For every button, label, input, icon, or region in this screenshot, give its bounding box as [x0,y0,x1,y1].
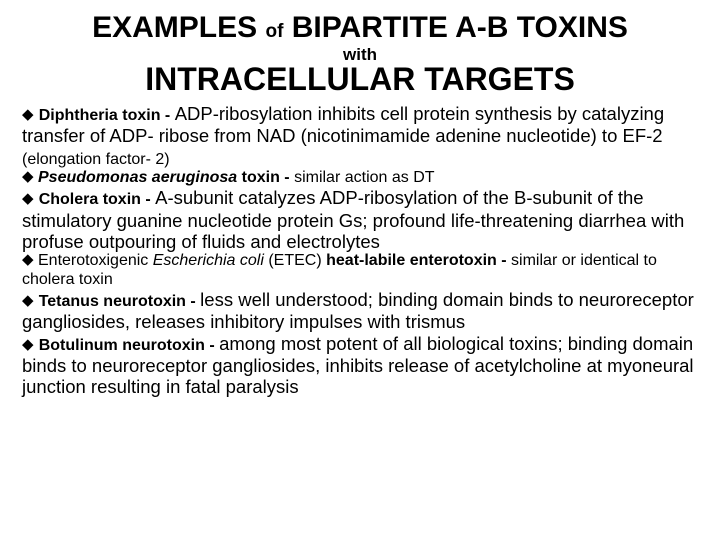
entry-diphtheria: ◆ Diphtheria toxin - ADP-ribosylation in… [22,103,698,169]
title-line-2: INTRACELLULAR TARGETS [22,63,698,97]
entry-name: Botulinum neurotoxin - [39,337,219,354]
title-of: of [265,21,283,42]
entry-name-italic: Pseudomonas aeruginosa [38,169,237,186]
slide: EXAMPLES of BIPARTITE A-B TOXINS with IN… [0,0,720,540]
title-line-1: EXAMPLES of BIPARTITE A-B TOXINS [22,12,698,44]
entry-pseudomonas: ◆ Pseudomonas aeruginosa toxin - similar… [22,169,698,187]
entry-name: Diphtheria toxin - [39,107,175,124]
bullet-icon: ◆ [22,336,34,353]
entry-italic: Escherichia coli [153,252,269,269]
title-part-b: BIPARTITE A-B TOXINS [283,11,627,44]
bullet-icon: ◆ [22,251,34,268]
bullet-icon: ◆ [22,292,34,309]
entry-bold2: heat-labile enterotoxin - [326,252,511,269]
entry-name-rest: toxin - [237,169,294,186]
entry-name: Tetanus neurotoxin - [39,293,200,310]
entry-botulinum: ◆ Botulinum neurotoxin - among most pote… [22,333,698,398]
body-text: ◆ Diphtheria toxin - ADP-ribosylation in… [22,103,698,398]
title-part-a: EXAMPLES [92,11,265,44]
entry-cholera: ◆ Cholera toxin - A-subunit catalyzes AD… [22,187,698,252]
entry-etec: ◆ Enterotoxigenic Escherichia coli (ETEC… [22,252,698,289]
entry-small: (elongation factor- 2) [22,151,170,168]
bullet-icon: ◆ [22,190,34,207]
entry-name: Cholera toxin - [39,191,155,208]
entry-tetanus: ◆ Tetanus neurotoxin - less well underst… [22,289,698,333]
entry-pre: Enterotoxigenic [38,252,153,269]
bullet-icon: ◆ [22,106,34,123]
bullet-icon: ◆ [22,168,34,185]
entry-mid: (ETEC) [268,252,326,269]
entry-text: similar action as DT [294,169,434,186]
